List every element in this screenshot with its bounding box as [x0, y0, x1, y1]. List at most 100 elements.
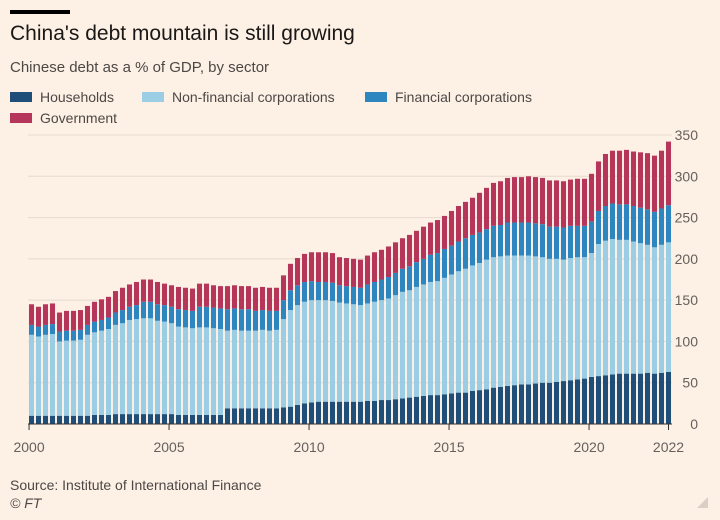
bar-segment-households	[42, 415, 49, 424]
bar-segment-financial-corporations	[105, 317, 112, 330]
bar-segment-financial-corporations	[511, 222, 518, 256]
copyright-credit: © FT	[10, 495, 42, 511]
bar-segment-households	[266, 408, 273, 424]
bar-segment-non-financial-corporations	[497, 256, 504, 387]
bar-segment-government	[161, 283, 168, 306]
bar-segment-government	[406, 234, 413, 267]
legend-item-non-financial-corporations: Non-financial corporations	[142, 89, 335, 105]
bar-segment-non-financial-corporations	[70, 340, 77, 416]
bar-segment-government	[259, 286, 266, 311]
bar-segment-non-financial-corporations	[91, 332, 98, 415]
bar-segment-government	[574, 178, 581, 226]
bar-segment-households	[462, 392, 469, 424]
bar-segment-financial-corporations	[217, 308, 224, 330]
bar-segment-financial-corporations	[308, 281, 315, 301]
bar-segment-government	[539, 177, 546, 225]
bar-segment-financial-corporations	[539, 224, 546, 258]
bar-segment-non-financial-corporations	[63, 340, 70, 416]
bar-segment-households	[469, 390, 476, 424]
bar-segment-government	[602, 153, 609, 207]
bar-segment-financial-corporations	[280, 300, 287, 320]
bar-segment-households	[567, 380, 574, 424]
bar-segment-government	[329, 253, 336, 283]
bar-segment-non-financial-corporations	[371, 301, 378, 401]
bar-segment-non-financial-corporations	[525, 255, 532, 385]
bar-segment-non-financial-corporations	[140, 318, 147, 415]
bar-segment-households	[182, 414, 189, 424]
bar-segment-households	[224, 408, 231, 424]
resize-handle-icon[interactable]	[697, 497, 708, 508]
bar-segment-financial-corporations	[189, 310, 196, 329]
bar-segment-government	[189, 288, 196, 311]
bar-segment-financial-corporations	[392, 272, 399, 296]
bar-segment-non-financial-corporations	[308, 300, 315, 403]
bar-segment-government	[588, 173, 595, 222]
bar-segment-non-financial-corporations	[406, 290, 413, 398]
bar-segment-non-financial-corporations	[427, 281, 434, 396]
bar-segment-households	[49, 415, 56, 424]
bar-segment-households	[273, 408, 280, 424]
bar-segment-government	[532, 177, 539, 224]
bar-segment-non-financial-corporations	[532, 256, 539, 384]
bar-segment-financial-corporations	[119, 310, 126, 324]
bar-segment-households	[98, 414, 105, 424]
bar-segment-households	[203, 414, 210, 424]
bar-segment-non-financial-corporations	[364, 303, 371, 401]
bar-segment-households	[546, 382, 553, 424]
bar-segment-government	[427, 222, 434, 255]
bar-segment-non-financial-corporations	[546, 258, 553, 383]
bar-segment-government	[357, 259, 364, 288]
bar-segment-government	[490, 182, 497, 226]
bar-segment-government	[462, 201, 469, 239]
bar-segment-non-financial-corporations	[266, 330, 273, 409]
bar-segment-financial-corporations	[266, 310, 273, 331]
bar-segment-financial-corporations	[161, 305, 168, 322]
bar-segment-non-financial-corporations	[539, 257, 546, 383]
bar-segment-non-financial-corporations	[434, 281, 441, 396]
bar-segment-government	[504, 177, 511, 223]
bar-segment-government	[623, 149, 630, 205]
bar-segment-households	[434, 395, 441, 424]
x-tick-label: 2020	[573, 439, 604, 455]
bar-segment-financial-corporations	[616, 204, 623, 240]
bar-segment-government	[287, 263, 294, 291]
bar-segment-households	[294, 405, 301, 424]
bar-segment-non-financial-corporations	[259, 329, 266, 409]
bar-segment-financial-corporations	[210, 307, 217, 329]
bar-segment-non-financial-corporations	[581, 257, 588, 379]
bar-segment-financial-corporations	[336, 285, 343, 303]
bar-segment-government	[637, 152, 644, 208]
bar-segment-households	[77, 415, 84, 424]
bar-segment-government	[497, 181, 504, 226]
bar-segment-government	[42, 304, 49, 325]
bar-segment-households	[427, 395, 434, 424]
bar-segment-households	[385, 400, 392, 424]
bar-segment-households	[91, 414, 98, 424]
bar-segment-government	[77, 310, 84, 330]
bar-segment-government	[399, 238, 406, 269]
bar-segment-government	[105, 296, 112, 318]
bar-segment-government	[98, 299, 105, 320]
bar-segment-households	[420, 395, 427, 424]
bar-segment-non-financial-corporations	[28, 334, 35, 416]
bar-segment-financial-corporations	[126, 306, 133, 320]
bar-segment-government	[147, 279, 154, 302]
bar-segment-households	[616, 373, 623, 424]
bar-segment-financial-corporations	[665, 205, 672, 243]
bar-segment-financial-corporations	[560, 227, 567, 260]
x-tick-label: 2010	[293, 439, 324, 455]
bar-segment-financial-corporations	[203, 306, 210, 328]
bar-segment-financial-corporations	[630, 206, 637, 242]
bar-segment-households	[371, 400, 378, 424]
bar-segment-households	[595, 376, 602, 424]
bar-segment-government	[392, 242, 399, 273]
bar-segment-financial-corporations	[91, 321, 98, 333]
bar-segment-non-financial-corporations	[511, 255, 518, 386]
bar-segment-non-financial-corporations	[637, 243, 644, 374]
bar-segment-financial-corporations	[28, 324, 35, 335]
legend-item-government: Government	[10, 110, 117, 126]
bar-segment-government	[238, 286, 245, 310]
bar-segment-government	[371, 252, 378, 282]
bar-segment-households	[511, 385, 518, 424]
bar-segment-government	[665, 141, 672, 206]
